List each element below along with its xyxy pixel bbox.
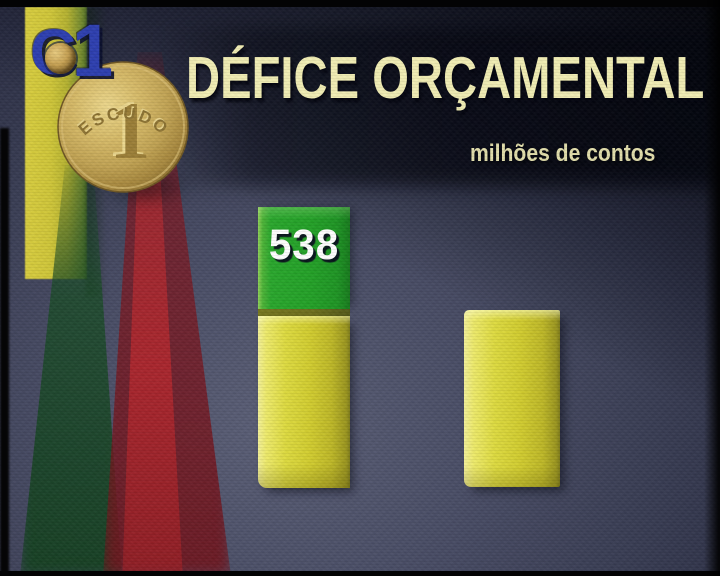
units-subtitle: milhões de contos <box>470 140 716 168</box>
coin-denomination-highlight: 1 <box>107 83 148 174</box>
frame-edge-bottom <box>0 571 720 576</box>
bar-1-green-segment: 538 <box>258 207 350 309</box>
coin-denomination: 1 <box>110 85 151 176</box>
headline-title: DÉFICE ORÇAMENTAL <box>186 46 704 111</box>
canal1-logo: C 1 <box>30 14 130 104</box>
bar-1-value-label: 538 <box>261 221 347 270</box>
bar-1-yellow-segment <box>258 316 350 488</box>
frame-edge-right <box>704 0 720 576</box>
globe-icon <box>45 43 76 74</box>
frame-edge-top <box>0 0 720 7</box>
title-shadow-band <box>150 26 720 186</box>
coin-rim <box>61 65 185 189</box>
canal1-logo-one: 1 <box>72 14 113 88</box>
bar-2-yellow-segment <box>464 310 560 487</box>
escudo-coin: 1 1 ESCUDO ESCUDO <box>57 61 189 193</box>
frame-edge-left <box>0 128 9 576</box>
coin-face <box>57 61 189 193</box>
bar-1-segment-divider <box>258 309 350 316</box>
